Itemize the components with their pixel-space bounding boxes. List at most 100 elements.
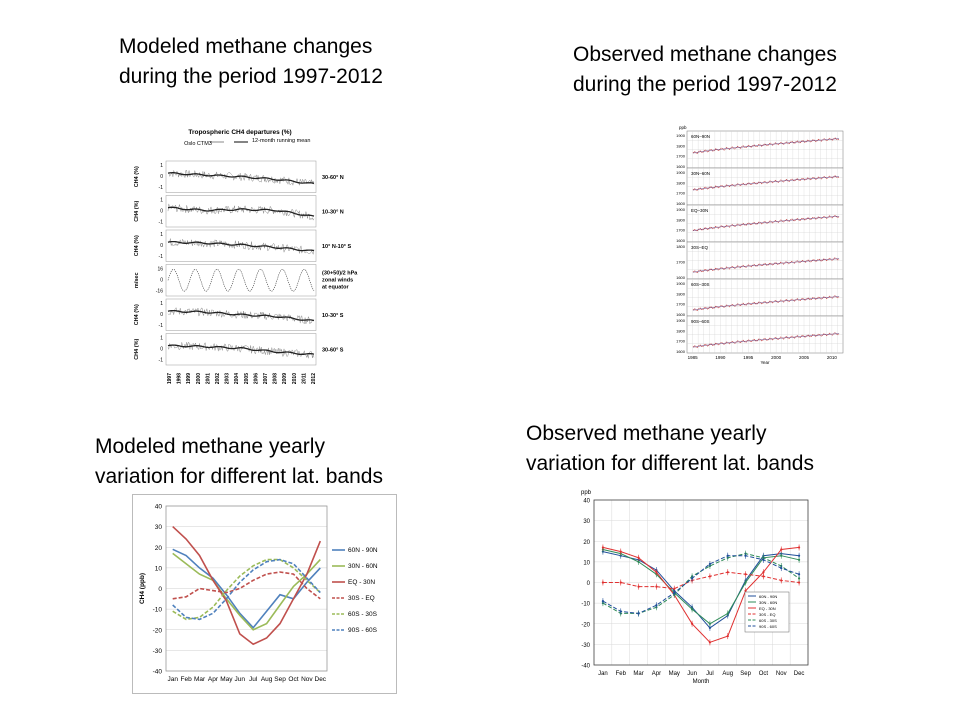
y-tick-label: -40 [581, 664, 590, 670]
series-line-0 [602, 551, 800, 629]
tick-label: 1600 [676, 164, 686, 169]
tick-label: 1800 [676, 180, 686, 185]
data-point [708, 626, 712, 629]
series-line-model [167, 169, 315, 186]
series-line-3 [172, 571, 321, 600]
tick-label: 0 [160, 243, 163, 249]
tick-label: 0 [160, 312, 163, 318]
data-point [762, 575, 765, 578]
x-tick-label: Jan [598, 671, 608, 677]
data-point [708, 562, 712, 566]
data-point [655, 571, 658, 574]
panel-band-label: (30+50)/2 hPa [322, 271, 358, 277]
observed-panel: 1900 1800 1700 1600 60S–30S [676, 278, 844, 317]
plot-frame [593, 499, 809, 666]
x-tick-label: 1998 [177, 373, 183, 384]
tick-label: 0 [160, 278, 163, 284]
caption-modeled-yearly: Modeled methane yearly variation for dif… [95, 432, 383, 492]
y-axis-label: ppb [679, 125, 687, 130]
legend-label: 90S - 60S [759, 624, 777, 629]
panel-band-label: 30-60° S [322, 347, 344, 353]
series-line-trend [692, 333, 840, 348]
x-tick-label: Oct [759, 671, 769, 677]
series-line-trend [692, 216, 840, 232]
tick-label: 1900 [676, 281, 686, 286]
data-point [797, 581, 801, 584]
x-tick-label: 2004 [234, 373, 240, 384]
panel-band-label: 30S–EQ [691, 245, 709, 250]
series-line-running-mean [167, 309, 315, 322]
chart-title: Tropospheric CH4 departures (%) [188, 129, 291, 136]
modeled-timeseries-chart: Tropospheric CH4 departures (%) Oslo CTM3… [134, 129, 358, 384]
plot-frame [165, 505, 328, 672]
tick-label: -1 [159, 220, 164, 226]
x-tick-label: Feb [616, 671, 627, 677]
x-tick-label: 1995 [743, 355, 754, 360]
data-point [637, 556, 640, 559]
observed-panel: 1900 1800 1700 1600 EQ–30N [676, 204, 844, 243]
legend-box [744, 591, 790, 633]
series-line-running-mean [167, 344, 315, 356]
series-line-4 [172, 558, 321, 621]
series-line-2 [602, 546, 800, 643]
x-tick-label: 1999 [186, 373, 192, 384]
tick-label: -1 [159, 254, 164, 260]
tick-label: 0 [160, 174, 163, 180]
tick-label: 1 [160, 301, 163, 307]
x-tick-label: 2012 [311, 373, 317, 384]
tick-label: 1700 [676, 260, 686, 265]
panel-band-label: 30-60° N [322, 175, 344, 181]
tick-label: 1700 [676, 228, 686, 233]
caption-observed-changes: Observed methane changes during the peri… [573, 40, 837, 100]
panel-frame [165, 298, 317, 331]
data-point [797, 558, 801, 561]
series-line-zonal-wind [167, 268, 315, 292]
tick-label: 1600 [676, 238, 686, 243]
panel-band-label: EQ–30N [691, 208, 708, 213]
x-tick-label: 2005 [799, 355, 810, 360]
data-point [690, 622, 694, 625]
caption-line: variation for different lat. bands [526, 452, 814, 475]
tick-label: 1 [160, 336, 163, 342]
x-tick-label: May [669, 671, 680, 677]
x-tick-label: Jun [235, 676, 246, 683]
data-point [708, 622, 712, 625]
tick-label: 1800 [676, 291, 686, 296]
observed-panel: 1900 1800 1700 1600 60N–90N [676, 130, 844, 169]
legend-label: EQ - 30N [759, 606, 776, 611]
data-point [690, 577, 694, 580]
data-point [762, 558, 765, 561]
caption-line: variation for different lat. bands [95, 465, 383, 488]
tick-label: 16 [157, 267, 163, 273]
data-point [619, 581, 622, 584]
x-tick-label: 2003 [225, 373, 231, 384]
caption-line: Modeled methane changes [119, 35, 373, 58]
tick-label: -1 [159, 358, 164, 364]
panel-band-label: 10-30° S [322, 313, 344, 319]
panel-band-label: 10-30° N [322, 209, 344, 215]
x-tick-label: Feb [181, 676, 193, 683]
tick-label: 1900 [676, 318, 686, 323]
caption-line: Observed methane yearly [526, 422, 767, 445]
data-point [744, 581, 747, 584]
y-tick-label: -30 [153, 648, 163, 655]
legend-label: 60N - 90N [759, 594, 777, 599]
series-line-model [167, 238, 315, 256]
y-tick-label: 10 [155, 565, 163, 572]
panel-band-label: at equator [322, 285, 349, 291]
panel-ylabel: CH4 (%) [134, 201, 140, 222]
data-point [601, 599, 605, 603]
modeled-seasonal-chart: 40 30 20 10 0 -10 -20 -30 -40 Jan Feb Mar Apr May Jun J… [132, 494, 397, 694]
panel-frame [165, 160, 317, 193]
data-point [637, 560, 640, 563]
series-line-3 [602, 571, 800, 590]
tick-label: -1 [159, 323, 164, 329]
legend-label: 30S - EQ [759, 612, 775, 617]
caption-observed-yearly: Observed methane yearly variation for di… [526, 419, 814, 479]
tick-label: 1700 [676, 302, 686, 307]
tick-label: 1900 [676, 133, 686, 138]
x-tick-label: Sep [274, 676, 286, 683]
tick-label: 1600 [676, 275, 686, 280]
x-tick-label: Jul [706, 671, 714, 677]
series-line-model [167, 203, 315, 221]
